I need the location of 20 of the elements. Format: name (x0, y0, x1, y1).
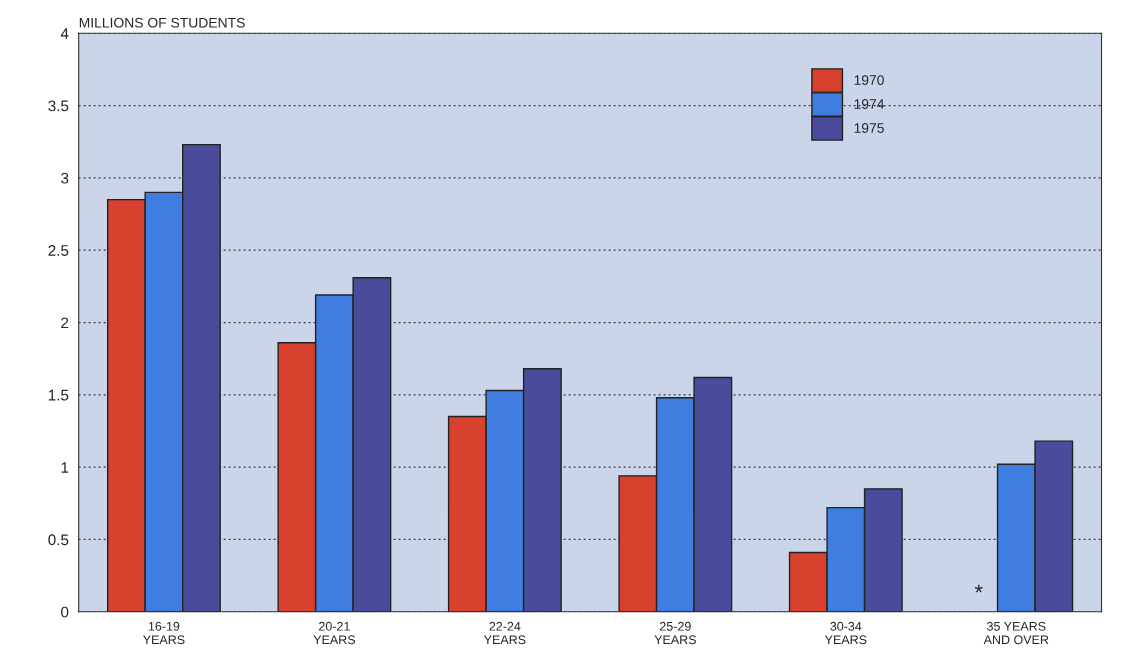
y-tick-label: 1.5 (48, 389, 69, 401)
y-tick-label: 0.5 (48, 534, 69, 546)
annotation: * (974, 584, 983, 593)
x-tick-label: 30-34 YEARS (824, 621, 867, 645)
x-tick-label: 25-29 YEARS (654, 621, 696, 645)
legend-label: 1975 (854, 123, 884, 133)
y-tick-label: 3.5 (48, 100, 69, 112)
x-tick-label: 16-19 YEARS (143, 621, 185, 645)
y-tick-label: 2 (61, 317, 69, 329)
y-tick-label: 0 (61, 606, 69, 618)
y-tick-label: 4 (60, 28, 69, 39)
y-tick-label: 2.5 (48, 245, 69, 256)
y-tick-label: 3 (61, 172, 69, 184)
x-tick-label: 22-24 YEARS (483, 621, 526, 645)
legend-label: 1970 (854, 75, 884, 85)
x-tick-label: 20-21 YEARS (313, 621, 355, 645)
legend-label: 1974 (854, 99, 885, 109)
y-tick-label: 1 (61, 462, 69, 473)
x-tick-label: 35 YEARS AND OVER (983, 621, 1049, 645)
y-axis-title: MILLIONS OF STUDENTS (79, 17, 245, 28)
